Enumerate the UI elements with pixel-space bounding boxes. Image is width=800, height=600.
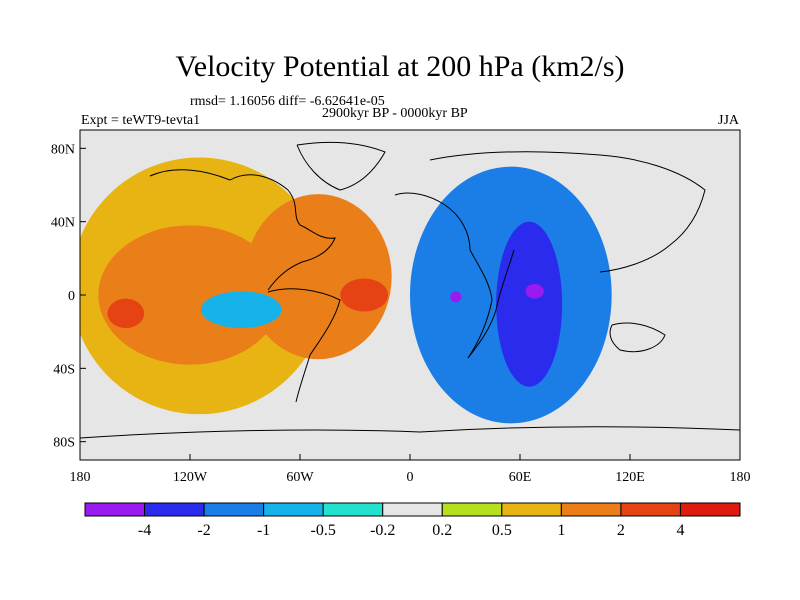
x-tick-label: 120W [173,470,208,485]
africa-west-coast [394,192,493,359]
colorbar-label: -2 [197,522,210,539]
colorbar-swatch [679,502,741,517]
colorbar-label: 0.5 [492,522,512,539]
season-label: JJA [718,113,740,128]
antarctica-coast [80,426,740,439]
greenland-coast [296,141,386,191]
colorbar-label: -1 [257,522,270,539]
colorbar-swatch [322,502,384,517]
y-axis: 80N 40N 0 40S 80S [51,142,86,451]
x-tick-label: 60E [509,470,532,485]
field-south-america-low [201,291,282,328]
colorbar-label: -0.5 [311,522,336,539]
y-tick-label: 0 [68,289,75,304]
x-tick-label: 180 [70,470,91,485]
colorbar-swatch [144,502,205,517]
velocity-field [80,157,612,424]
south-america-coast [267,288,341,403]
colorbar-label: -4 [138,522,151,539]
field-indian-ocean-core [496,221,563,387]
x-tick-label: 120E [615,470,645,485]
colorbar-swatch [263,502,324,517]
x-tick-label: 0 [407,470,414,485]
colorbar-swatch [382,502,443,517]
eurasia-coast [429,151,706,273]
field-pacific-positive-core [98,225,282,365]
chart-title: Velocity Potential at 200 hPa (km2/s) [175,50,625,83]
field-indian-ocean-min [525,284,544,299]
coastlines [80,141,740,439]
field-pacific-max [107,298,145,329]
y-tick-label: 40N [51,216,75,231]
field-atlantic-max [340,278,388,312]
colorbar-swatch [501,502,562,517]
colorbar-swatch [441,502,503,517]
colorbar-swatch [84,502,146,517]
colorbar-label: 1 [557,522,565,539]
colorbar-label: -0.2 [370,522,395,539]
north-america-coast [149,169,336,291]
period-label: 2900kyr BP - 0000kyr BP [322,106,468,121]
experiment-label: Expt = teWT9-tevta1 [81,113,201,128]
y-tick-label: 80S [53,436,75,451]
colorbar-swatch [560,502,622,517]
colorbar-label: 4 [676,522,684,539]
colorbar-swatch [203,502,265,517]
field-africa-min [450,291,462,303]
x-tick-label: 60W [286,470,314,485]
australia-coast [609,322,666,353]
colorbar-label: 0.2 [432,522,452,539]
x-tick-label: 180 [730,470,751,485]
x-axis: 180 120W 60W 0 60E 120E 180 [70,454,751,485]
stats-text: rmsd= 1.16056 diff= -6.62641e-05 [190,94,385,109]
y-tick-label: 80N [51,142,75,157]
y-tick-label: 40S [53,362,75,377]
colorbar: -4 -2 -1 -0.5 -0.2 0.2 0.5 1 2 4 [84,502,741,539]
colorbar-label: 2 [617,522,625,539]
colorbar-swatch [620,502,681,517]
africa-east-coast [467,249,515,359]
field-atlantic-positive [245,194,392,360]
